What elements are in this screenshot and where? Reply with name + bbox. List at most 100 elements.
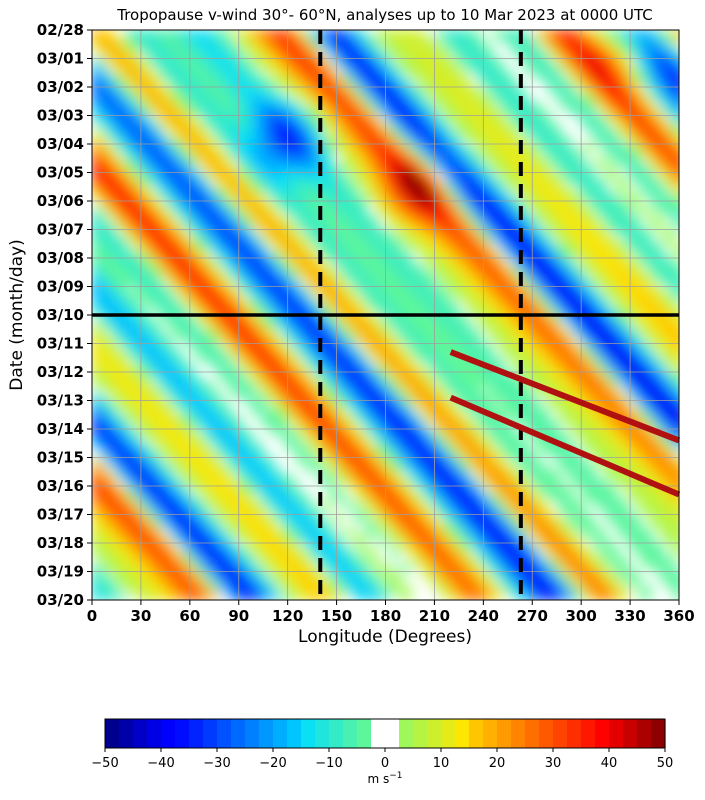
field-cell (490, 107, 504, 116)
field-cell (570, 300, 584, 309)
field-cell (354, 457, 367, 466)
field-cell (217, 58, 230, 67)
field-cell (502, 150, 515, 159)
field-cell (536, 407, 550, 416)
field-cell (639, 506, 652, 515)
field-cell (616, 36, 629, 45)
field-cell (479, 229, 492, 238)
field-cell (114, 115, 127, 124)
field-cell (251, 271, 264, 280)
field-cell (639, 485, 652, 494)
field-cell (182, 528, 196, 537)
field-cell (582, 357, 595, 366)
field-cell (468, 293, 481, 302)
field-cell (171, 414, 184, 423)
field-cell (342, 435, 356, 444)
field-cell (445, 400, 458, 409)
colorbar-bin (315, 719, 330, 748)
field-cell (274, 514, 287, 523)
field-cell (205, 107, 219, 116)
field-cell (92, 257, 104, 266)
field-cell (593, 414, 607, 423)
field-cell (605, 250, 618, 259)
field-cell (456, 421, 470, 430)
field-cell (502, 193, 515, 202)
field-cell (559, 535, 572, 544)
field-cell (411, 414, 424, 423)
field-cell (627, 514, 641, 523)
field-cell (159, 549, 173, 558)
field-cell (171, 435, 184, 444)
field-cell (228, 307, 241, 316)
field-cell (194, 392, 207, 401)
field-cell (194, 72, 207, 81)
field-cell (627, 72, 641, 81)
field-cell (570, 371, 584, 380)
field-cell (411, 58, 424, 67)
field-cell (125, 143, 139, 152)
field-cell (593, 293, 607, 302)
field-cell (182, 172, 196, 181)
field-cell (479, 421, 492, 430)
field-cell (479, 307, 492, 316)
field-cell (194, 179, 207, 188)
field-cell (559, 271, 572, 280)
field-cell (662, 464, 675, 473)
field-cell (171, 278, 184, 287)
field-cell (536, 229, 550, 238)
field-cell (148, 528, 161, 537)
field-cell (399, 122, 413, 131)
field-cell (171, 400, 184, 409)
field-cell (456, 328, 470, 337)
field-cell (605, 257, 618, 266)
field-cell (159, 243, 173, 252)
field-cell (525, 514, 538, 523)
field-cell (365, 100, 378, 109)
field-cell (148, 435, 161, 444)
field-cell (342, 79, 356, 88)
field-cell (251, 236, 264, 245)
field-cell (319, 585, 333, 594)
field-cell (662, 172, 675, 181)
field-cell (479, 58, 492, 67)
field-cell (490, 30, 504, 38)
field-cell (616, 528, 629, 537)
field-cell (456, 485, 470, 494)
y-tick-label: 03/13 (37, 392, 84, 410)
field-cell (502, 30, 515, 38)
field-cell (456, 264, 470, 273)
field-cell (468, 264, 481, 273)
colorbar-bin (231, 719, 246, 748)
field-cell (422, 122, 435, 131)
field-cell (673, 535, 679, 544)
field-cell (114, 563, 127, 572)
field-cell (548, 364, 561, 373)
field-cell (559, 36, 572, 45)
field-cell (627, 79, 641, 88)
field-cell (148, 385, 161, 394)
field-cell (593, 221, 607, 230)
field-cell (582, 286, 595, 295)
field-cell (217, 157, 230, 166)
field-cell (308, 179, 321, 188)
field-cell (582, 371, 595, 380)
field-cell (673, 335, 679, 344)
field-cell (125, 549, 139, 558)
field-cell (411, 392, 424, 401)
field-cell (627, 257, 641, 266)
y-tick-label: 03/03 (37, 107, 84, 125)
field-cell (616, 179, 629, 188)
field-cell (251, 293, 264, 302)
field-cell (388, 378, 401, 387)
field-cell (570, 364, 584, 373)
field-cell (159, 563, 173, 572)
field-cell (536, 499, 550, 508)
field-cell (559, 400, 572, 409)
field-cell (616, 143, 629, 152)
field-cell (388, 271, 401, 280)
field-cell (205, 478, 219, 487)
field-cell (490, 65, 504, 74)
field-cell (445, 107, 458, 116)
field-cell (182, 214, 196, 223)
field-cell (125, 122, 139, 131)
